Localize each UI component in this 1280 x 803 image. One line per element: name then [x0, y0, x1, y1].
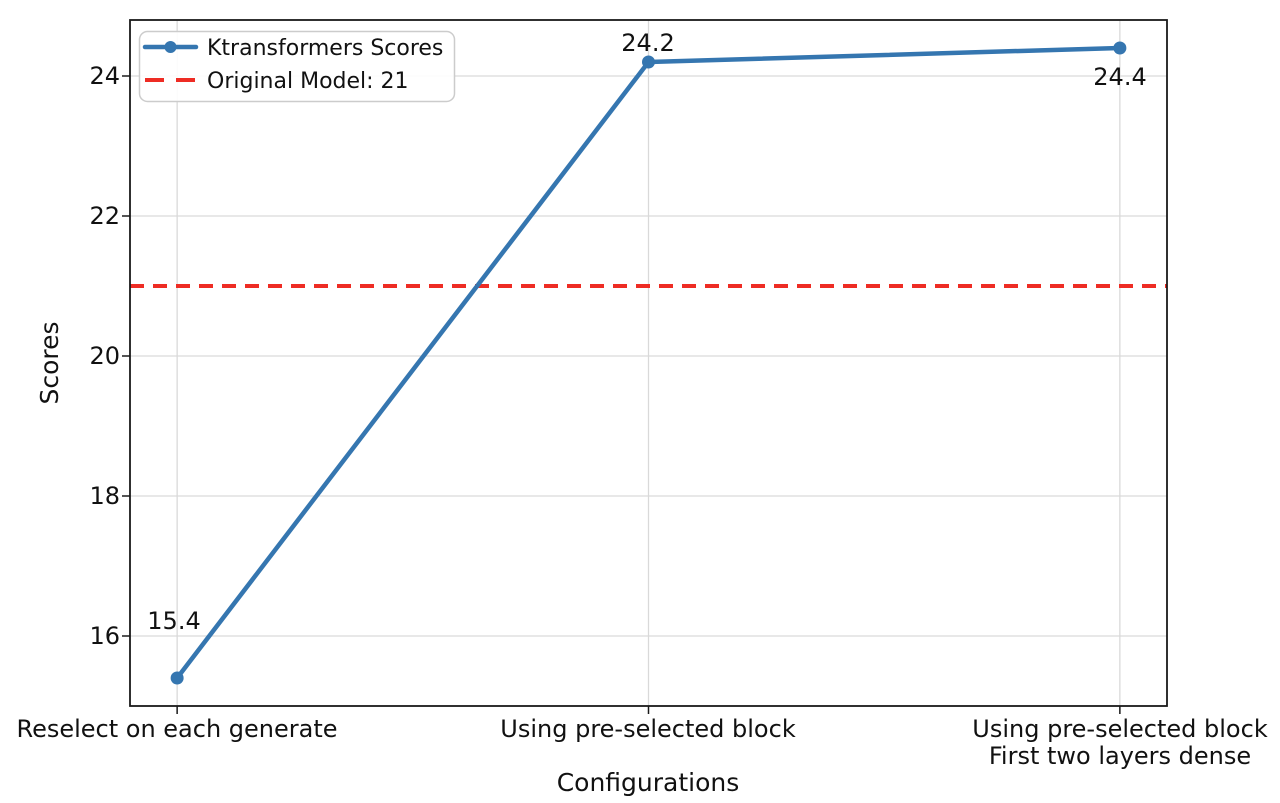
point-value-annotation: 24.2: [621, 29, 674, 57]
legend-entry-series-label: Ktransformers Scores: [207, 36, 443, 61]
point-value-annotation: 24.4: [1093, 63, 1146, 91]
y-tick-label: 16: [89, 622, 120, 650]
data-point-marker: [642, 55, 655, 69]
x-category-label: Using pre-selected block: [972, 715, 1268, 743]
y-tick-label: 24: [89, 62, 120, 90]
x-axis-title: Configurations: [557, 768, 740, 797]
y-axis-title: Scores: [35, 321, 64, 404]
legend-box: [138, 30, 456, 103]
y-tick-label: 22: [89, 202, 120, 230]
point-value-annotation: 15.4: [147, 607, 200, 635]
legend-series-marker-sample: [164, 41, 177, 53]
data-point-marker: [1113, 41, 1127, 55]
data-point-marker: [170, 671, 184, 685]
y-tick-label: 20: [89, 342, 120, 370]
x-category-label: Reselect on each generate: [16, 715, 337, 743]
legend-entry-reference-label: Original Model: 21: [207, 69, 409, 94]
x-category-label: Using pre-selected block: [500, 715, 796, 743]
chart-geometry: [122, 19, 1168, 714]
plot-border: [129, 19, 1168, 707]
y-tick-label: 18: [89, 482, 120, 510]
x-category-label-line2: First two layers dense: [989, 742, 1251, 770]
